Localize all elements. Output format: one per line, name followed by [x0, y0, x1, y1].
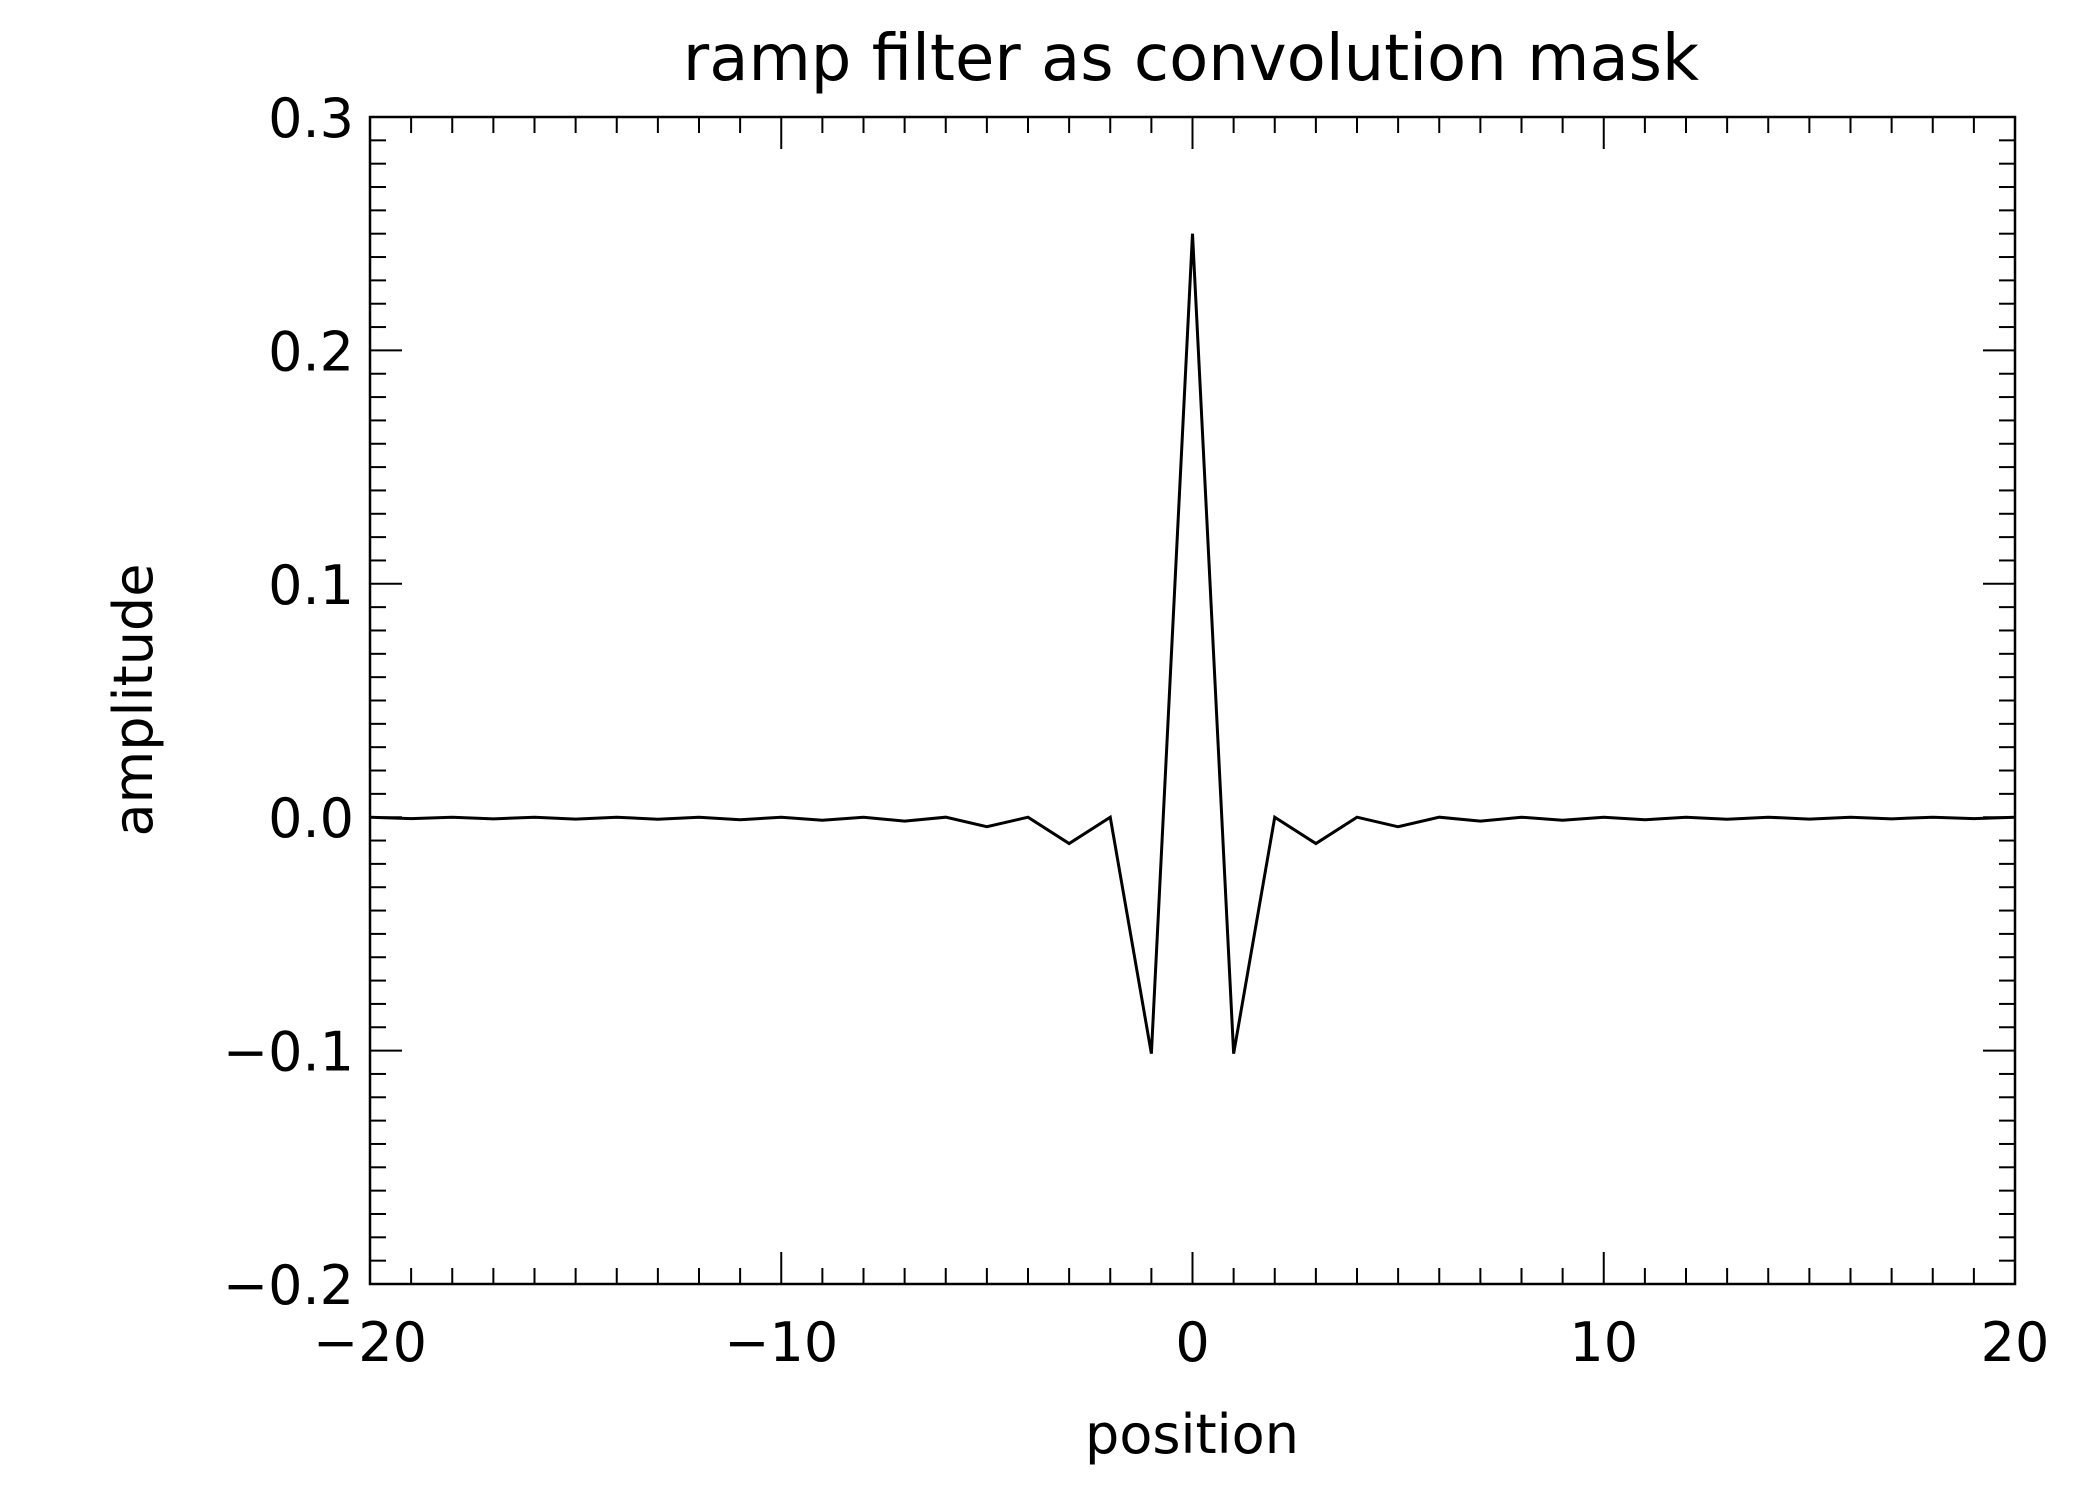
chart-title: ramp filter as convolution mask	[683, 22, 1699, 96]
y-tick-label: 0.2	[268, 320, 354, 383]
y-tick-label: 0.1	[268, 554, 354, 617]
x-tick-label: −10	[724, 1311, 838, 1374]
series-line	[369, 233, 2016, 1054]
x-tick-label: 10	[1569, 1311, 1638, 1374]
plot-frame	[368, 115, 2017, 1286]
x-tick-label: 20	[1981, 1311, 2050, 1374]
axis-ticks	[369, 116, 2016, 1285]
y-tick-label: 0.0	[268, 787, 354, 850]
x-tick-label: 0	[1175, 1311, 1209, 1374]
y-tick-label: −0.2	[223, 1254, 354, 1317]
y-tick-label: 0.3	[268, 87, 354, 150]
y-axis-label: amplitude	[102, 564, 165, 837]
x-axis-label: position	[1085, 1403, 1299, 1466]
y-tick-label: −0.1	[223, 1021, 354, 1084]
x-tick-label: −20	[313, 1311, 427, 1374]
tick-labels: −20 −10 0 10 20 −0.2 −0.1 0.0 0.1 0.2 0.3	[223, 87, 2049, 1374]
